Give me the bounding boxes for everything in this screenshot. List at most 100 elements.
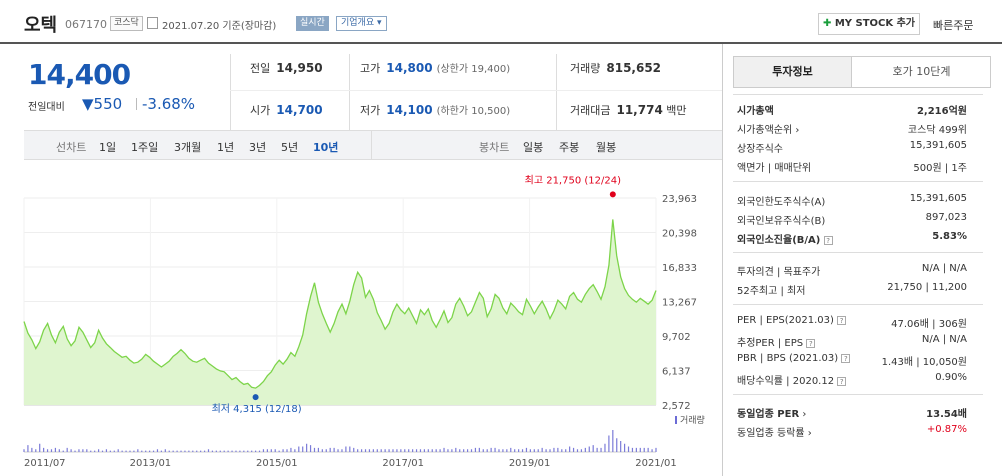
volume-bar [239,450,241,452]
price-area [24,219,656,405]
volume-bar [247,450,249,452]
volume-bar [549,449,551,452]
x-tick-label: 2015/01 [256,458,298,469]
volume-bar [518,449,520,452]
volume-bar [282,449,284,452]
volume-bar [408,449,410,452]
volume-bar [474,447,477,452]
peer-per-row[interactable]: 동일업종 PER › 13.54배 [737,409,967,420]
volume: 거래량 815,652 [570,61,662,75]
volume-bar [270,449,272,452]
trade-value: 거래대금 11,774 백만 [570,103,687,117]
x-tick-label: 2013/01 [130,458,172,469]
volume-bar [294,449,296,452]
volume-bar [325,449,327,452]
tab-5y[interactable]: 5년 [281,141,299,154]
tab-10y[interactable]: 10년 [313,141,339,154]
volume-bar [412,449,414,452]
volume-legend-icon [675,416,677,424]
volume-bar [643,447,645,452]
volume-bar [306,443,308,452]
x-tick-label: 2011/07 [24,458,66,469]
volume-bar [78,449,80,452]
help-icon[interactable]: ? [837,376,847,386]
market-cap-rank-row[interactable]: 시가총액순위 › 코스닥 499위 [737,125,967,136]
volume-bar [196,450,198,452]
price-line [23,219,657,389]
help-icon[interactable]: ? [841,353,851,363]
price-chart: 23,963 20,398 16,833 13,267 9,702 6,137 2,572 … [0,160,722,476]
volume-bar [223,450,225,452]
min-marker [252,394,259,401]
tab-monthly[interactable]: 월봉 [596,141,617,154]
volume-bar [529,449,531,452]
plus-icon: ✚ [822,18,832,29]
volume-bar [655,447,657,452]
volume-bar [62,450,64,452]
volume-bar [423,449,425,452]
quick-order-link[interactable]: 빠른주문 [933,19,974,32]
y-tick-label: 23,963 [662,194,697,205]
volume-bar [400,449,402,452]
volume-bar [557,447,559,452]
volume-bar [620,441,622,452]
help-icon[interactable]: ? [806,338,816,348]
tab-orderbook[interactable]: 호가 10단계 [892,65,951,78]
tab-1w[interactable]: 1주일 [131,141,159,154]
price-change: ▼550 [82,95,123,113]
tab-invest-info[interactable]: 투자정보 [734,57,852,87]
volume-bar [66,447,68,452]
current-price: 14,400 [28,58,131,91]
volume-bar [353,447,355,452]
volume-bar [113,450,115,452]
chevron-down-icon: ▾ [377,18,382,28]
peer-rate-row[interactable]: 동일업종 등락률 › +0.87% [737,424,967,439]
divider [349,54,350,130]
volume-bar [333,447,335,452]
volume-bar [490,447,492,452]
volume-bar [235,450,237,452]
volume-bar [435,449,437,452]
tab-1d[interactable]: 1일 [99,141,117,154]
tab-daily[interactable]: 일봉 [523,141,544,154]
volume-bar [466,449,469,452]
volume-bar [133,450,135,452]
volume-bar [494,447,496,452]
tab-3y[interactable]: 3년 [249,141,267,154]
add-mystock-button[interactable]: ✚ MY STOCK 추가 [818,13,920,35]
help-icon[interactable]: ? [823,235,833,245]
volume-bar [164,449,166,452]
volume-bar [266,449,268,452]
invest-info-panel: 투자정보 호가 10단계 시가총액 2,216억원 시가총액순위 › 코스닥 499… [722,44,1002,476]
divider [733,94,983,95]
help-icon[interactable]: ? [837,315,847,325]
volume-bar [298,446,300,452]
volume-bar [168,450,170,452]
foreign-limit-row: 외국인한도주식수(A) 15,391,605 [737,193,967,208]
volume-bar [341,449,343,452]
volume-bar [145,450,147,452]
tab-3m[interactable]: 3개월 [174,141,202,154]
chevron-right-icon: › [807,428,812,439]
live-badge[interactable]: 실시간 [296,16,329,31]
current-price-box: 14,400 전일대비 ▼550 -3.68% [24,54,230,128]
volume-bar [502,449,504,452]
volume-bar [172,450,174,452]
volume-bar [576,449,579,452]
volume-bar [596,447,598,452]
volume-bar [188,450,190,452]
change-rate: -3.68% [142,95,196,113]
corp-info-dropdown[interactable]: 기업개요 ▾ [336,16,387,31]
volume-bar [482,449,484,452]
volume-bar [533,449,535,452]
volume-bar [58,449,60,452]
tab-weekly[interactable]: 주봉 [559,141,580,154]
prev-close: 전일 14,950 [250,61,323,75]
max-label: 최고 21,750 (12/24) [525,174,621,186]
volume-bar [616,438,618,452]
volume-bar [639,447,641,452]
volume-bar [309,445,312,452]
volume-bar [364,449,367,452]
tab-1y[interactable]: 1년 [217,141,235,154]
volume-bar [608,435,610,452]
